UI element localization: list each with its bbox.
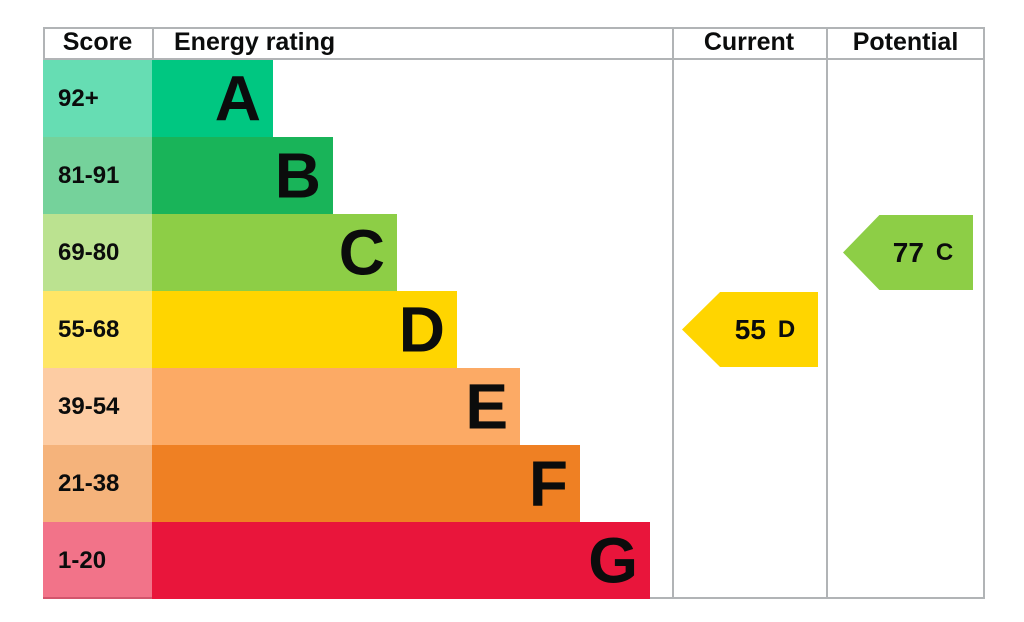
potential-arrow: 77 C [843,215,973,290]
band-row-a: 92+ A [43,60,672,137]
band-score-c: 69-80 [43,214,152,291]
divider [43,58,985,60]
divider [983,27,985,599]
band-score-e: 39-54 [43,368,152,445]
band-score-f: 21-38 [43,445,152,522]
band-score-g: 1-20 [43,522,152,599]
band-bar-c: C [152,214,397,291]
band-score-a: 92+ [43,60,152,137]
band-score-d: 55-68 [43,291,152,368]
header-current: Current [703,28,795,56]
epc-rating-chart: Score Energy rating Current Potential 92… [43,27,985,599]
band-bar-a: A [152,60,273,137]
band-row-c: 69-80 C [43,214,672,291]
potential-arrow-letter: C [935,238,954,266]
band-row-e: 39-54 E [43,368,672,445]
header-score: Score [62,28,133,56]
band-bar-f: F [152,445,580,522]
divider [672,27,674,599]
band-bar-g: G [152,522,650,599]
band-letter-d: D [398,293,445,366]
divider [43,27,985,29]
band-bar-b: B [152,137,333,214]
band-letter-b: B [274,139,321,212]
band-row-b: 81-91 B [43,137,672,214]
current-arrow: 55 D [682,292,818,367]
band-letter-f: F [528,447,568,520]
divider [826,27,828,599]
divider [43,27,45,60]
header-energy-rating: Energy rating [174,28,336,56]
potential-arrow-value: 77 [892,236,924,268]
band-bar-d: D [152,291,457,368]
band-rows: 92+ A 81-91 B 69-80 C 55-68 D 39-54 E 21… [43,60,672,599]
band-letter-g: G [588,524,638,597]
band-letter-a: A [214,62,261,135]
band-bar-e: E [152,368,520,445]
header-potential: Potential [852,28,959,56]
band-letter-e: E [465,370,508,443]
band-letter-c: C [338,216,385,289]
band-score-b: 81-91 [43,137,152,214]
current-arrow-letter: D [777,315,796,343]
band-row-f: 21-38 F [43,445,672,522]
band-row-g: 1-20 G [43,522,672,599]
divider [152,27,154,60]
current-column: 55 D [672,27,826,599]
band-row-d: 55-68 D [43,291,672,368]
current-arrow-value: 55 [734,313,766,345]
potential-column: 77 C [826,27,985,599]
